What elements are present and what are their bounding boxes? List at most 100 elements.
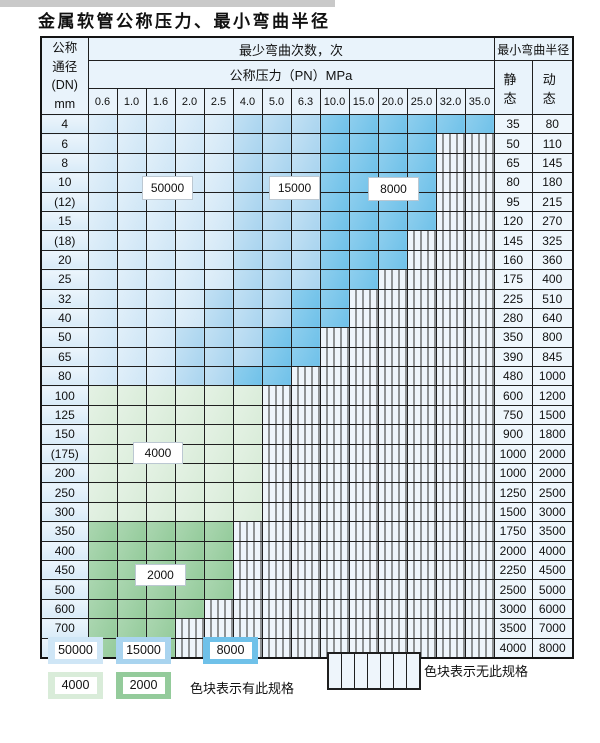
table-row-dn-65: 65 390 845 <box>40 346 574 368</box>
no-spec-cell-65-35.0 <box>464 346 495 368</box>
spec-cell-(18)-2.0 <box>174 230 205 251</box>
no-spec-cell-800-35.0 <box>464 637 495 659</box>
no-spec-cell-(175)-35.0 <box>464 443 495 465</box>
no-spec-cell-200-5.0 <box>261 463 292 484</box>
dn-cell: (175) <box>40 443 89 465</box>
spec-cell-600-1.6 <box>145 598 176 620</box>
no-spec-cell-350-5.0 <box>261 521 292 542</box>
dn-cell: 10 <box>40 172 89 193</box>
spec-cell-8-6.3 <box>290 152 321 174</box>
table-row-dn-15: 15 120 270 <box>40 210 574 232</box>
dynamic-radius-value: 400 <box>531 269 574 290</box>
table-row-dn-6: 6 50 110 <box>40 133 574 154</box>
pressure-col-5.0: 5.0 <box>261 88 292 115</box>
no-spec-cell-500-10.0 <box>319 579 350 600</box>
no-spec-cell-150-15.0 <box>348 424 379 445</box>
static-radius-value: 2500 <box>493 579 533 600</box>
spec-cell-40-10.0 <box>319 307 350 329</box>
no-spec-cell-15-32.0 <box>435 210 466 232</box>
static-radius-value: 280 <box>493 307 533 329</box>
spec-cell-4-6.3 <box>290 113 321 135</box>
spec-cell-(175)-4.0 <box>232 443 263 465</box>
spec-cell-700-0.6 <box>87 618 118 639</box>
no-spec-cell-800-10.0 <box>319 637 350 659</box>
spec-cell-400-1.0 <box>116 540 147 561</box>
spec-cell-4-20.0 <box>377 113 408 135</box>
no-spec-cell-700-6.3 <box>290 618 321 639</box>
no-spec-cell-100-32.0 <box>435 385 466 406</box>
dynamic-radius-value: 110 <box>531 133 574 154</box>
no-spec-cell-400-32.0 <box>435 540 466 561</box>
no-spec-cell-800-32.0 <box>435 637 466 659</box>
dynamic-radius-value: 360 <box>531 249 574 271</box>
dynamic-radius-value: 3500 <box>531 521 574 542</box>
table-row-dn-150: 150 900 1800 <box>40 424 574 445</box>
dynamic-radius-value: 845 <box>531 346 574 368</box>
table-row-dn-700: 700 3500 7000 <box>40 618 574 639</box>
no-spec-cell-800-20.0 <box>377 637 408 659</box>
no-spec-cell-40-25.0 <box>406 307 437 329</box>
no-spec-cell-700-10.0 <box>319 618 350 639</box>
dynamic-radius-value: 640 <box>531 307 574 329</box>
spec-cell-80-1.6 <box>145 366 176 387</box>
no-spec-cell-32-15.0 <box>348 288 379 309</box>
spec-cell-4-0.6 <box>87 113 118 135</box>
no-spec-cell-200-6.3 <box>290 463 321 484</box>
spec-cell-15-5.0 <box>261 210 292 232</box>
no-spec-cell-450-10.0 <box>319 559 350 581</box>
spec-cell-4-2.5 <box>203 113 234 135</box>
no-spec-cell-350-20.0 <box>377 521 408 542</box>
no-spec-cell-65-20.0 <box>377 346 408 368</box>
spec-cell-6-0.6 <box>87 133 118 154</box>
static-column-header: 静 态 <box>493 60 533 115</box>
spec-cell-32-5.0 <box>261 288 292 309</box>
no-spec-cell-350-4.0 <box>232 521 263 542</box>
no-spec-cell-700-35.0 <box>464 618 495 639</box>
dynamic-radius-value: 145 <box>531 152 574 174</box>
zone-label-15000: 15000 <box>269 176 320 200</box>
spec-cell-15-2.0 <box>174 210 205 232</box>
spec-cell-25-4.0 <box>232 269 263 290</box>
dn-cell: 100 <box>40 385 89 406</box>
pressure-col-0.6: 0.6 <box>87 88 118 115</box>
dn-cell: 250 <box>40 482 89 503</box>
no-spec-cell-350-35.0 <box>464 521 495 542</box>
dn-cell: 32 <box>40 288 89 309</box>
spec-cell-250-2.0 <box>174 482 205 503</box>
spec-cell-8-4.0 <box>232 152 263 174</box>
dn-cell: (12) <box>40 191 89 212</box>
pressure-col-15.0: 15.0 <box>348 88 379 115</box>
header-row-1: 公称 通径 (DN) mm 最少弯曲次数，次 最小弯曲半径 <box>40 36 574 115</box>
spec-cell-8-2.0 <box>174 152 205 174</box>
no-spec-cell-25-25.0 <box>406 269 437 290</box>
spec-cell-150-0.6 <box>87 424 118 445</box>
no-spec-cell-400-6.3 <box>290 540 321 561</box>
dn-header-line-3: (DN) <box>51 78 78 92</box>
dynamic-radius-value: 180 <box>531 172 574 193</box>
spec-cell-250-4.0 <box>232 482 263 503</box>
page-title: 金属软管公称压力、最小弯曲半径 <box>38 12 331 32</box>
spec-cell-8-1.6 <box>145 152 176 174</box>
spec-cell-20-1.0 <box>116 249 147 271</box>
no-spec-cell-800-6.3 <box>290 637 321 659</box>
spec-cell-25-1.6 <box>145 269 176 290</box>
spec-cell-4-10.0 <box>319 113 350 135</box>
legend-no-spec-text: 色块表示无此规格 <box>424 664 529 679</box>
spec-cell-200-0.6 <box>87 463 118 484</box>
spec-cell-65-4.0 <box>232 346 263 368</box>
no-spec-cell-(175)-15.0 <box>348 443 379 465</box>
static-radius-value: 145 <box>493 230 533 251</box>
spec-cell-200-1.6 <box>145 463 176 484</box>
dynamic-radius-value: 7000 <box>531 618 574 639</box>
spec-cell-(18)-6.3 <box>290 230 321 251</box>
no-spec-cell-125-6.3 <box>290 404 321 426</box>
spec-cell-(18)-5.0 <box>261 230 292 251</box>
dn-cell: 300 <box>40 501 89 523</box>
dynamic-radius-value: 1000 <box>531 366 574 387</box>
spec-cell-20-5.0 <box>261 249 292 271</box>
pressure-col-35.0: 35.0 <box>464 88 495 115</box>
spec-cell-32-2.0 <box>174 288 205 309</box>
spec-cell-400-2.0 <box>174 540 205 561</box>
no-spec-cell-125-15.0 <box>348 404 379 426</box>
no-spec-cell-100-10.0 <box>319 385 350 406</box>
